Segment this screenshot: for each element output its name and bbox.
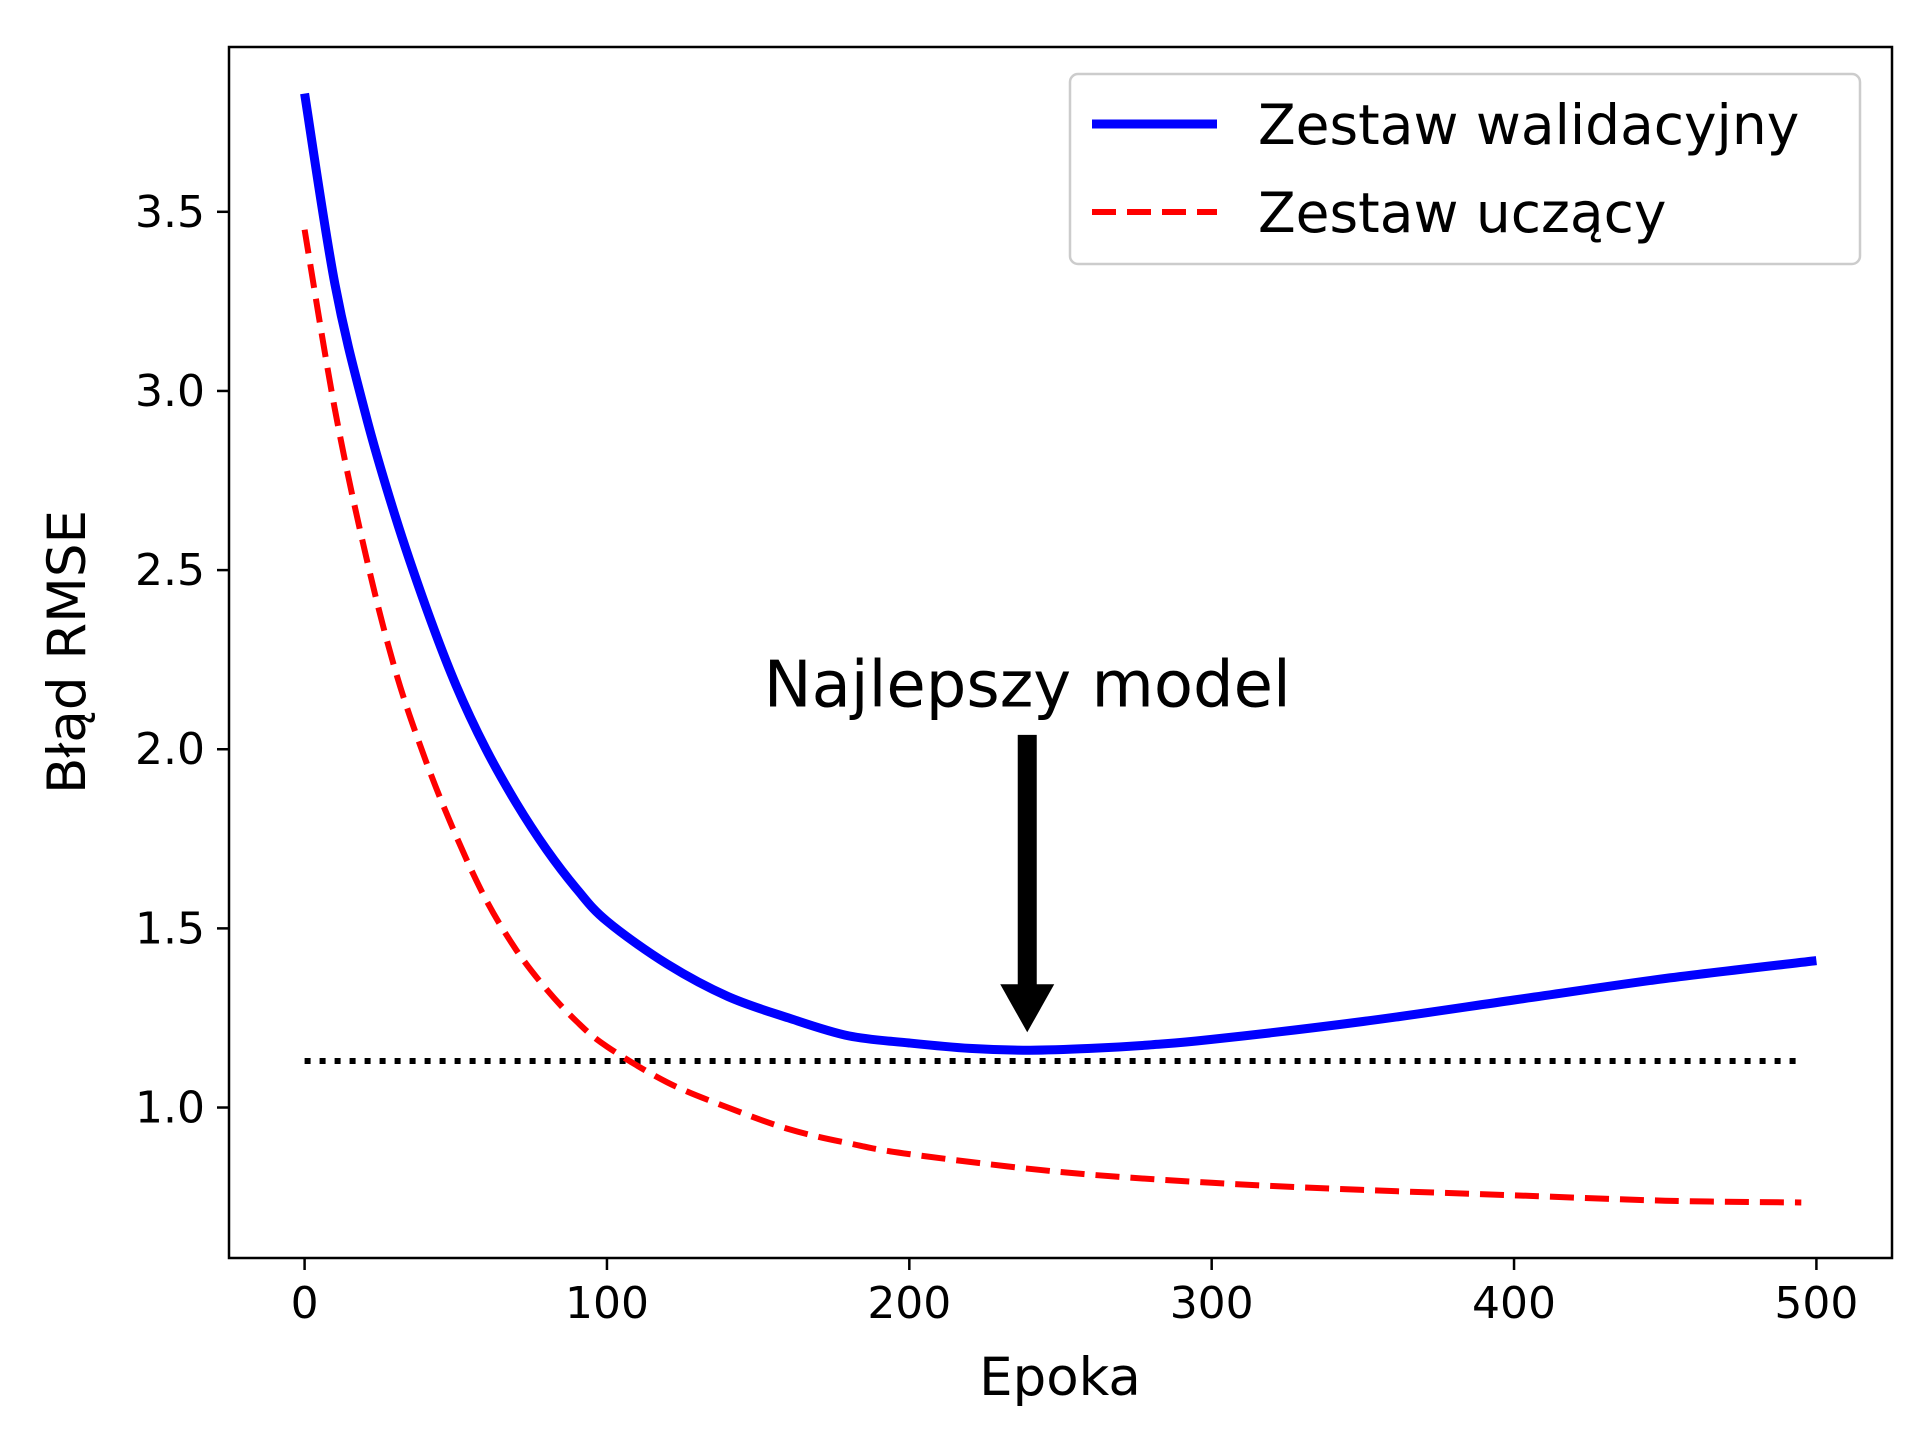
x-axis-ticks: 0 100 200 300 400 500 [291,1258,1858,1329]
y-axis-ticks: 1.0 1.5 2.0 2.5 3.0 3.5 [135,187,229,1134]
annotation-arrow-head [1000,984,1055,1033]
y-tick-label: 3.0 [135,366,205,417]
series-layer [300,92,1817,1206]
plot-frame [227,45,1894,1260]
y-axis-label: Błąd RMSE [37,510,98,794]
y-tick-label: 3.5 [135,187,205,238]
legend: Zestaw walidacyjny Zestaw uczący [1068,72,1862,266]
y-tick-label: 1.5 [135,903,205,954]
legend-box [1068,72,1862,266]
x-tick-label: 100 [565,1278,649,1329]
annotation-layer: Najlepszy model [764,649,1291,1033]
series-line-training [301,229,1802,1206]
annotation-text: Najlepszy model [764,649,1291,723]
y-tick-label: 2.5 [135,545,205,596]
x-tick-label: 0 [291,1278,319,1329]
y-tick-label: 1.0 [135,1083,205,1134]
x-tick-label: 400 [1472,1278,1556,1329]
plot-area: 0 100 200 300 400 500 1.0 1.5 2.0 2.5 3.0 3.5 Najl… [135,45,1894,1329]
x-tick-label: 500 [1774,1278,1858,1329]
legend-label-training: Zestaw uczący [1258,181,1666,245]
y-tick-label: 2.0 [135,724,205,775]
x-tick-label: 300 [1170,1278,1254,1329]
x-tick-label: 200 [867,1278,951,1329]
legend-label-validation: Zestaw walidacyjny [1258,93,1799,157]
x-axis-label: Epoka [979,1347,1141,1408]
series-line-validation [300,92,1817,1055]
